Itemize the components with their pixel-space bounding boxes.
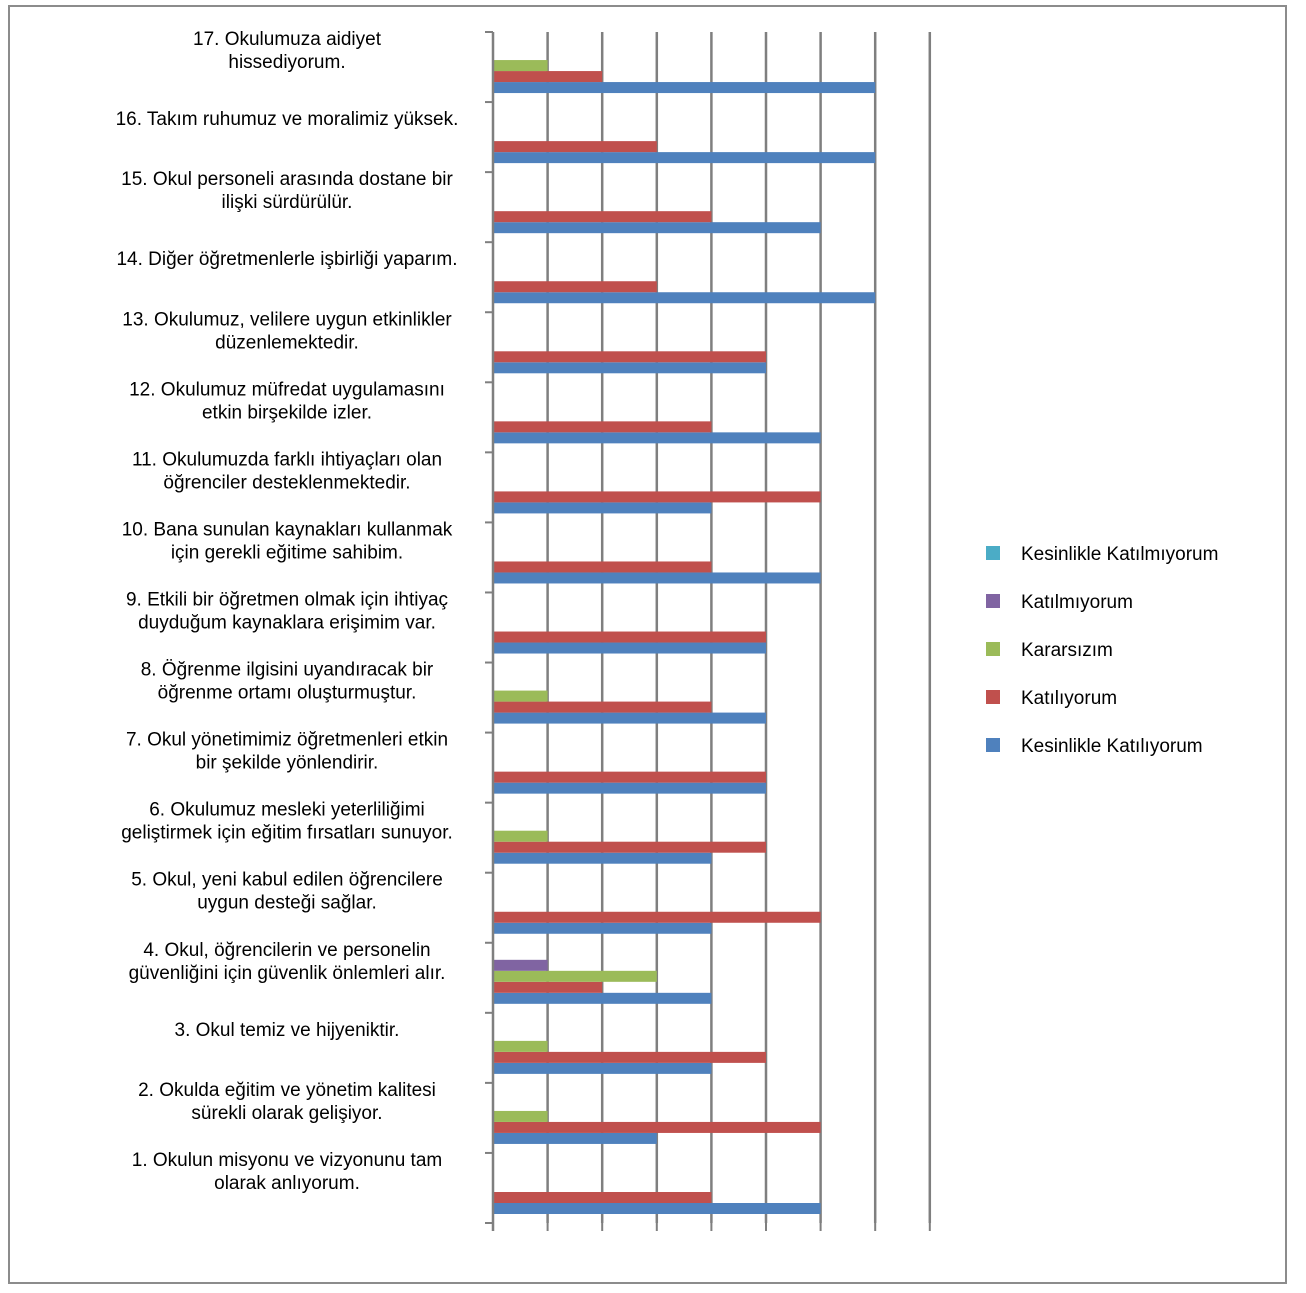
bar [493, 561, 712, 573]
bar [493, 841, 766, 853]
legend-swatch [986, 738, 1000, 752]
category-label: 6. Okulumuz mesleki yeterliliğimi [149, 800, 425, 821]
category-label: sürekli olarak gelişiyor. [191, 1103, 382, 1124]
category-label: hissediyorum. [228, 52, 345, 73]
bar [493, 690, 548, 702]
category-label: 9. Etkili bir öğretmen olmak için ihtiya… [126, 590, 448, 611]
category-label: 4. Okul, öğrencilerin ve personelin [143, 940, 430, 961]
bar [493, 830, 548, 842]
category-label: öğrenme ortamı oluşturmuştur. [158, 683, 417, 704]
category-label: etkin birşekilde izler. [202, 402, 372, 423]
legend-swatch [986, 642, 1000, 656]
bar [493, 1192, 712, 1203]
bar [493, 572, 821, 584]
bar [493, 491, 821, 503]
bar [493, 1203, 821, 1214]
bar [493, 1121, 821, 1133]
bar [493, 712, 766, 724]
bar [493, 1062, 712, 1074]
category-label: 5. Okul, yeni kabul edilen öğrencilere [131, 870, 443, 891]
bar [493, 1110, 548, 1122]
bar [493, 421, 712, 433]
category-label: 8. Öğrenme ilgisini uyandıracak bir [141, 660, 434, 681]
category-label: için gerekli eğitime sahibim. [171, 542, 403, 563]
category-label: 14. Diğer öğretmenlerle işbirliği yaparı… [116, 249, 457, 270]
category-label: uygun desteği sağlar. [197, 893, 377, 914]
bar [493, 292, 876, 304]
bar [493, 502, 712, 514]
category-label: 11. Okulumuzda farklı ihtiyaçları olan [132, 449, 442, 470]
axes [485, 31, 931, 1231]
bar [493, 362, 766, 374]
bar [493, 922, 712, 934]
category-label: geliştirmek için eğitim fırsatları sunuy… [121, 823, 453, 844]
bar [493, 281, 657, 293]
category-label: güvenliğini için güvenlik önlemleri alır… [129, 963, 446, 984]
bar [493, 351, 766, 363]
bar [493, 1132, 657, 1144]
category-label: düzenlemektedir. [215, 332, 359, 353]
bar [493, 959, 548, 971]
bars [493, 60, 876, 1214]
category-label: 13. Okulumuz, velilere uygun etkinlikler [122, 309, 452, 330]
category-label: olarak anlıyorum. [214, 1173, 360, 1194]
legend-swatch [986, 546, 1000, 560]
bar [493, 771, 766, 783]
category-label: 16. Takım ruhumuz ve moralimiz yüksek. [116, 109, 459, 130]
bar [493, 141, 657, 153]
bar [493, 782, 766, 794]
bar [493, 222, 821, 234]
bar [493, 211, 712, 223]
legend-entry: Kesinlikle Katılmıyorum [1021, 544, 1218, 565]
gridlines [546, 32, 932, 1223]
bar [493, 82, 876, 94]
bar [493, 71, 603, 83]
bar [493, 701, 712, 713]
category-label: 10. Bana sunulan kaynakları kullanmak [122, 519, 453, 540]
bar [493, 1051, 766, 1063]
bar [493, 642, 766, 654]
category-label: ilişki sürdürülür. [222, 192, 353, 213]
bar [493, 970, 657, 982]
bar [493, 432, 821, 444]
legend-swatch [986, 594, 1000, 608]
bar [493, 852, 712, 864]
category-label: duyduğum kaynaklara erişimim var. [138, 613, 436, 634]
category-label: öğrenciler desteklenmektedir. [163, 472, 410, 493]
legend-entry: Kesinlikle Katılıyorum [1021, 736, 1203, 757]
category-label: 1. Okulun misyonu ve vizyonunu tam [132, 1150, 443, 1171]
category-labels: 1. Okulun misyonu ve vizyonunu tamolarak… [116, 29, 459, 1194]
category-label: 7. Okul yönetimimiz öğretmenleri etkin [126, 730, 448, 751]
category-label: 15. Okul personeli arasında dostane bir [121, 169, 453, 190]
category-label: 3. Okul temiz ve hijyeniktir. [175, 1020, 400, 1041]
bar [493, 152, 876, 164]
category-label: 17. Okulumuza aidiyet [193, 29, 382, 50]
category-label: 2. Okulda eğitim ve yönetim kalitesi [138, 1080, 436, 1101]
category-label: 12. Okulumuz müfredat uygulamasını [129, 379, 445, 400]
category-label: bir şekilde yönlendirir. [196, 753, 379, 774]
legend-entry: Kararsızım [1021, 640, 1113, 661]
bar [493, 992, 712, 1004]
bar [493, 1040, 548, 1052]
bar [493, 60, 548, 72]
bar [493, 911, 821, 923]
legend: Kesinlikle Katılmıyorum Katılmıyorum Karar… [986, 544, 1218, 757]
legend-swatch [986, 690, 1000, 704]
bar [493, 631, 766, 643]
bar [493, 981, 603, 993]
legend-entry: Katılmıyorum [1021, 592, 1133, 613]
legend-entry: Katılıyorum [1021, 688, 1117, 709]
